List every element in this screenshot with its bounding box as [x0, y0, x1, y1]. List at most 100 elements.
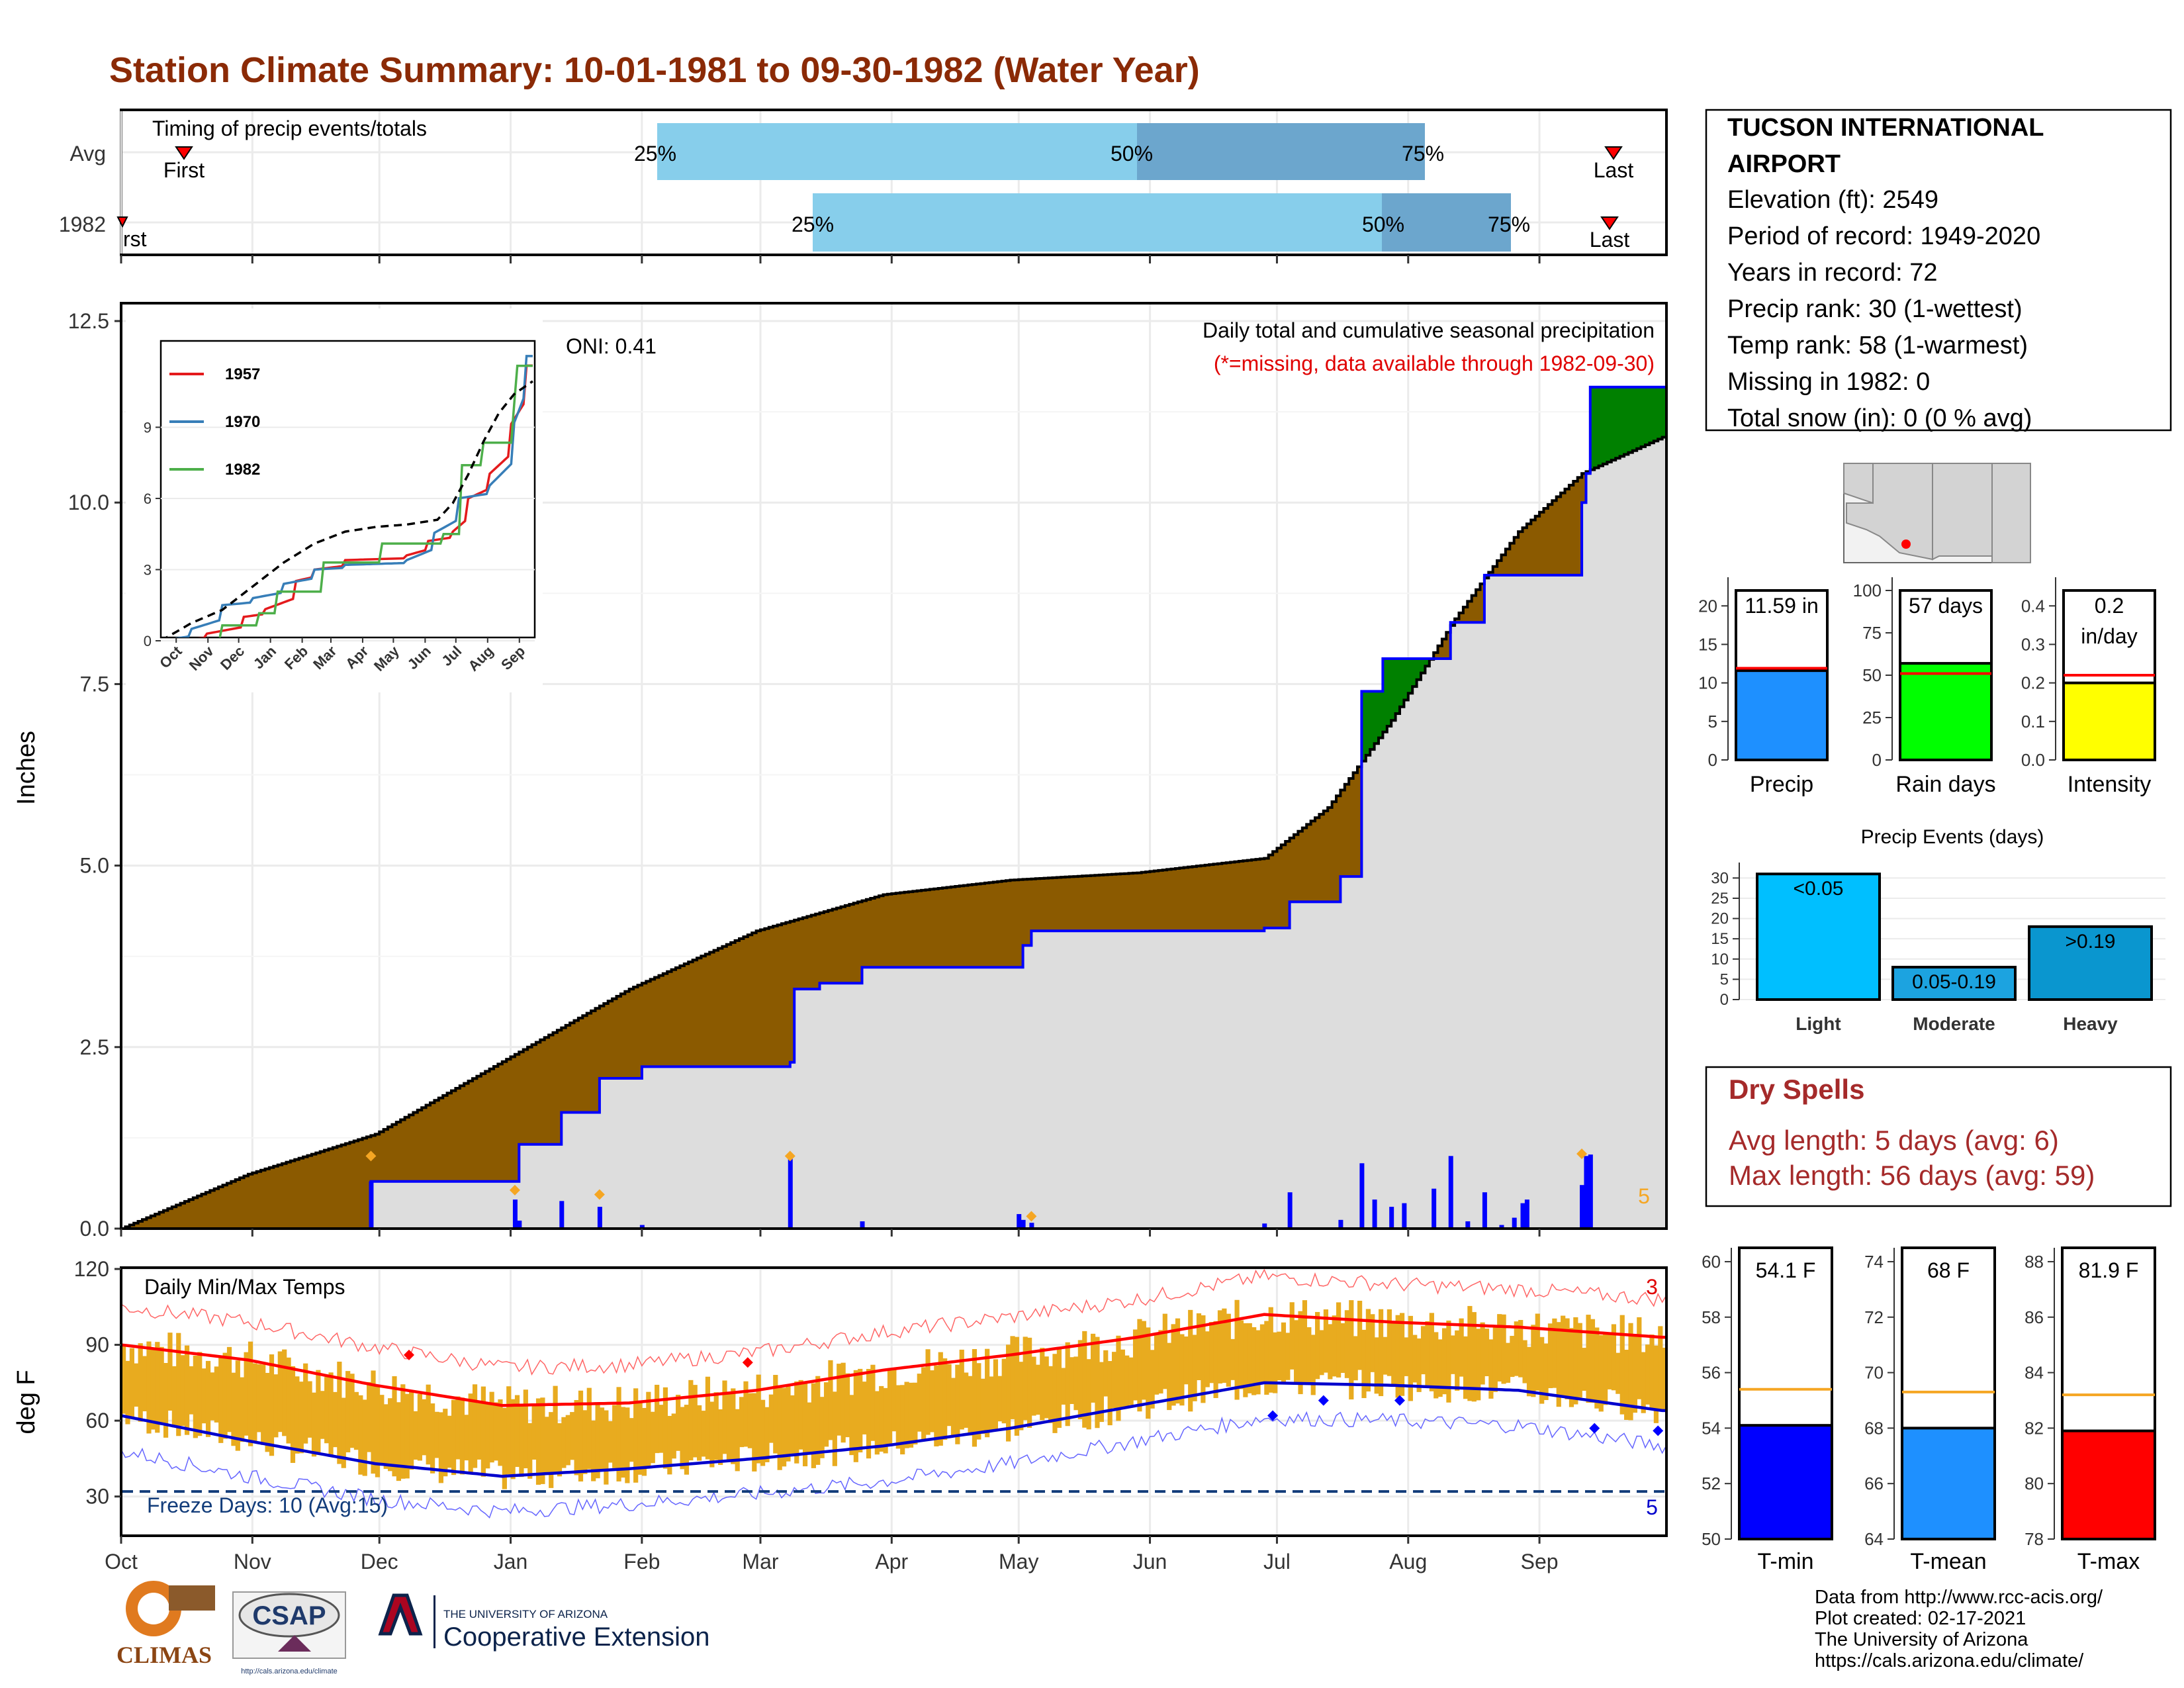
daily-temp-bar [1035, 1364, 1041, 1415]
temp-count-lo: 5 [1646, 1495, 1658, 1519]
daily-temp-bar [713, 1392, 719, 1460]
daily-temp-bar [138, 1343, 143, 1422]
daily-precip-bar [1580, 1185, 1585, 1229]
daily-temp-bar [1319, 1330, 1324, 1376]
temp-summary-ytick: 50 [1702, 1529, 1721, 1549]
daily-temp-bar [586, 1387, 592, 1470]
daily-temp-bar [794, 1381, 799, 1464]
daily-temp-bar [214, 1366, 219, 1423]
timing-title: Timing of precip events/totals [152, 117, 427, 140]
daily-temp-bar [1128, 1357, 1134, 1405]
daily-temp-bar [561, 1417, 567, 1468]
daily-temp-bar [121, 1345, 126, 1414]
daily-temp-bar [684, 1405, 690, 1475]
temp-title: Daily Min/Max Temps [144, 1275, 345, 1299]
summary-ytick: 0.0 [2021, 750, 2045, 770]
daily-temp-bar [277, 1351, 283, 1432]
daily-temp-bar [1095, 1336, 1100, 1429]
daily-temp-bar [1162, 1313, 1167, 1389]
summary-ytick: 0 [1872, 750, 1882, 770]
daily-temp-bar [1463, 1336, 1469, 1399]
daily-temp-bar [701, 1411, 706, 1457]
precip-events-chart: Precip Events (days) 0 5 10 15 20 25 30 <0.05 Li… [1711, 826, 2165, 1034]
avg-25-label: 25% [634, 142, 676, 165]
precip-ytick: 5.0 [80, 854, 109, 878]
inset-ytick: 6 [144, 491, 152, 507]
daily-temp-bar [1234, 1299, 1240, 1400]
daily-temp-bar [226, 1346, 232, 1432]
daily-temp-bar [244, 1352, 249, 1436]
temp-summary-ytick: 64 [1864, 1529, 1884, 1549]
daily-temp-bar [989, 1376, 994, 1432]
y1982-25-label: 25% [792, 212, 834, 236]
y1982-last-label: Last [1590, 228, 1630, 252]
daily-temp-bar [985, 1348, 990, 1438]
daily-temp-bar [773, 1375, 778, 1454]
precip-panel: 0.0 2.5 5.0 7.5 10.0 12.5 Inches ONI: 0.41 Da… [13, 302, 1668, 1241]
daily-temp-bar [1281, 1322, 1287, 1383]
temp-summary-ytick: 52 [1702, 1474, 1721, 1493]
ua-logo: THE UNIVERSITY OF ARIZONA Cooperative Ex… [378, 1593, 709, 1652]
daily-temp-bar [273, 1374, 279, 1438]
daily-temp-bar [252, 1363, 257, 1442]
daily-temp-bar [443, 1409, 448, 1477]
daily-temp-bar [650, 1411, 655, 1464]
daily-temp-bar [362, 1399, 367, 1476]
footer: Data from http://www.rcc-acis.org/Plot c… [116, 1581, 2103, 1675]
daily-precip-bar [1512, 1217, 1517, 1229]
record-low-marker [1318, 1395, 1329, 1406]
daily-temp-bar [1357, 1300, 1363, 1370]
daily-temp-bar [358, 1395, 363, 1475]
daily-temp-bar [477, 1403, 482, 1460]
month-label: Jun [1133, 1550, 1167, 1573]
daily-temp-bar [1467, 1305, 1473, 1401]
y1982-quartile-bar-2 [1382, 193, 1511, 252]
daily-temp-bar [1569, 1328, 1574, 1407]
summary-ytick: 0.2 [2021, 673, 2045, 693]
event-bar-label: Heavy [2063, 1013, 2118, 1034]
daily-temp-bar [180, 1355, 185, 1427]
daily-temp-bar [519, 1405, 524, 1477]
daily-temp-bar [1158, 1330, 1163, 1394]
daily-temp-bar [891, 1368, 897, 1432]
daily-temp-bar [980, 1378, 985, 1434]
daily-temp-bar [1183, 1336, 1189, 1385]
daily-temp-bar [1488, 1339, 1494, 1399]
oni-label: ONI: 0.41 [566, 334, 657, 358]
daily-precip-bar [1402, 1203, 1407, 1229]
daily-temp-bar [1408, 1315, 1413, 1401]
summary-ytick: 50 [1862, 665, 1882, 685]
daily-temp-bar [1222, 1308, 1227, 1383]
daily-temp-bar [1116, 1335, 1121, 1421]
summary-ytick: 75 [1862, 623, 1882, 643]
daily-temp-bar [371, 1370, 376, 1474]
daily-temp-bar [743, 1381, 749, 1447]
daily-temp-bar [718, 1409, 723, 1466]
location-map [1843, 463, 2031, 563]
daily-temp-bar [134, 1363, 139, 1407]
daily-temp-bar [1315, 1311, 1320, 1380]
daily-precip-bar [1482, 1192, 1487, 1229]
temp-summary-fill [1738, 1424, 1833, 1540]
month-label: Aug [1389, 1550, 1427, 1573]
daily-temp-bar [184, 1345, 190, 1435]
temp-summary-t-min: 50 52 54 56 58 60 54.1 F T-min [1702, 1246, 1833, 1574]
daily-temp-bar [934, 1365, 939, 1447]
daily-temp-bar [535, 1398, 541, 1485]
summary-bar-intensity: 0.0 0.1 0.2 0.3 0.4 0.2 in/day Intensity [2021, 577, 2156, 797]
daily-temp-bar [807, 1402, 812, 1454]
daily-temp-bar [1552, 1318, 1557, 1388]
daily-precip-bar [1262, 1223, 1267, 1229]
events-ytick: 20 [1711, 910, 1729, 928]
precip-ytick: 10.0 [68, 491, 109, 514]
daily-temp-bar [282, 1349, 287, 1436]
daily-temp-bar [1073, 1356, 1079, 1411]
temp-summary-value: 81.9 F [2079, 1258, 2139, 1282]
daily-precip-bar [369, 1181, 374, 1229]
daily-temp-bar [883, 1387, 888, 1454]
daily-precip-bar [1287, 1192, 1293, 1229]
daily-temp-bar [874, 1391, 880, 1455]
y1982-last-marker [1600, 216, 1619, 230]
footer-line: Data from http://www.rcc-acis.org/ [1815, 1587, 2103, 1608]
daily-temp-bar [324, 1377, 330, 1444]
